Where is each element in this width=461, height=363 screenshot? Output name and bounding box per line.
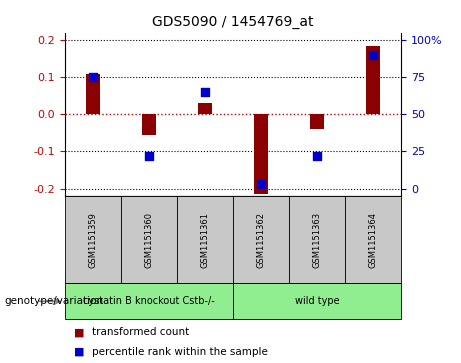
Text: GSM1151362: GSM1151362 bbox=[256, 212, 266, 268]
Bar bbox=[289, 196, 345, 283]
Bar bbox=[177, 196, 233, 283]
Bar bbox=[366, 46, 380, 114]
Point bbox=[201, 89, 208, 95]
Text: GSM1151361: GSM1151361 bbox=[200, 212, 209, 268]
Bar bbox=[345, 196, 401, 283]
Text: GSM1151363: GSM1151363 bbox=[313, 212, 321, 268]
Text: genotype/variation: genotype/variation bbox=[5, 296, 104, 306]
Text: ■: ■ bbox=[74, 347, 84, 357]
Text: transformed count: transformed count bbox=[92, 327, 189, 337]
Bar bbox=[121, 196, 177, 283]
Text: cystatin B knockout Cstb-/-: cystatin B knockout Cstb-/- bbox=[83, 296, 214, 306]
Text: GSM1151364: GSM1151364 bbox=[368, 212, 378, 268]
Bar bbox=[310, 114, 324, 129]
Bar bbox=[65, 196, 121, 283]
Bar bbox=[198, 103, 212, 114]
Point bbox=[369, 52, 377, 58]
Point bbox=[89, 74, 96, 80]
Bar bbox=[142, 114, 156, 135]
Text: GSM1151360: GSM1151360 bbox=[144, 212, 153, 268]
Point bbox=[257, 181, 265, 187]
Title: GDS5090 / 1454769_at: GDS5090 / 1454769_at bbox=[152, 15, 313, 29]
Point bbox=[313, 153, 321, 159]
Text: GSM1151359: GSM1151359 bbox=[88, 212, 97, 268]
Bar bbox=[65, 283, 233, 319]
Text: ■: ■ bbox=[74, 327, 84, 337]
Text: wild type: wild type bbox=[295, 296, 339, 306]
Bar bbox=[233, 196, 289, 283]
Bar bbox=[254, 114, 268, 194]
Text: percentile rank within the sample: percentile rank within the sample bbox=[92, 347, 268, 357]
Bar bbox=[233, 283, 401, 319]
Point bbox=[145, 153, 152, 159]
Bar bbox=[86, 73, 100, 114]
